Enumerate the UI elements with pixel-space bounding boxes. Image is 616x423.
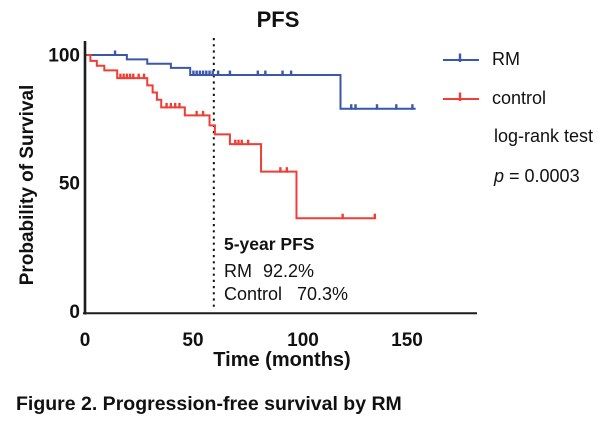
chart-title: PFS <box>257 7 300 32</box>
annotation-control-value: 70.3% <box>297 284 348 304</box>
survival-curves <box>85 50 416 220</box>
p-value: = 0.0003 <box>509 166 580 186</box>
annotation-rm-line: RM 92.2% <box>224 261 314 281</box>
y-tick-100: 100 <box>48 46 80 67</box>
x-tick-100: 100 <box>287 330 319 351</box>
annotation-rm-value: 92.2% <box>263 261 314 281</box>
y-tick-0: 0 <box>69 302 80 323</box>
five-year-annotation: 5-year PFS RM 92.2% Control 70.3% <box>224 234 348 304</box>
annotation-heading: 5-year PFS <box>224 234 314 254</box>
legend-rm-label: RM <box>492 49 520 69</box>
x-tick-0: 0 <box>80 330 91 351</box>
rm-survival-curve <box>85 54 416 110</box>
p-value-text: p = 0.0003 <box>493 166 580 186</box>
y-axis-title: Probability of Survival <box>17 85 38 286</box>
legend-control-label: control <box>492 88 546 108</box>
annotation-rm-label: RM <box>224 261 252 281</box>
figure-caption: Figure 2. Progression-free survival by R… <box>16 393 402 415</box>
annotation-control-label: Control <box>224 284 282 304</box>
x-axis-title: Time (months) <box>213 349 350 371</box>
x-tick-50: 50 <box>182 330 203 351</box>
p-symbol: p <box>493 166 504 186</box>
x-tick-150: 150 <box>391 330 423 351</box>
logrank-test-label: log-rank test <box>494 126 593 146</box>
y-tick-50: 50 <box>59 174 80 195</box>
legend: RM control log-rank test p = 0.0003 <box>443 49 593 186</box>
control-survival-curve <box>85 54 375 220</box>
annotation-control-line: Control 70.3% <box>224 284 348 304</box>
